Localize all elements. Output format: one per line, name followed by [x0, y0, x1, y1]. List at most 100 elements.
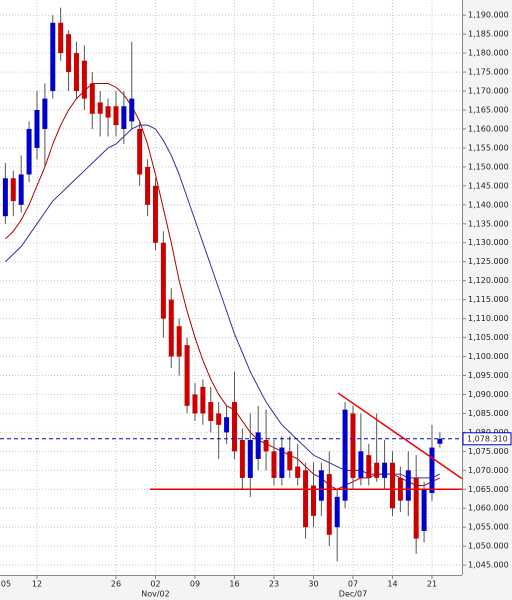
candle-body [192, 394, 198, 414]
candle-body [2, 178, 8, 217]
y-tick-label: 1,105.000 [468, 333, 509, 342]
candle-body [310, 485, 316, 516]
trend-line [337, 392, 463, 480]
y-tick-label: 1,115.000 [468, 295, 509, 304]
candle-body [208, 402, 214, 422]
y-tick-label: 1,150.000 [468, 162, 509, 171]
y-tick-label: 1,050.000 [468, 542, 509, 551]
y-tick-label: 1,170.000 [468, 87, 509, 96]
candle-body [184, 345, 190, 406]
candle-body [374, 462, 380, 478]
candle-body [342, 409, 348, 501]
candle-body [160, 242, 166, 319]
candle-body [405, 470, 411, 501]
candle-body [326, 474, 332, 535]
candle-body [216, 413, 222, 425]
candle-body [287, 451, 293, 471]
y-tick-label: 1,185.000 [468, 30, 509, 39]
candle-body [10, 178, 16, 202]
x-axis-panel [0, 575, 512, 600]
y-tick-label: 1,120.000 [468, 276, 509, 285]
candle-body [231, 402, 237, 452]
candle-body [42, 98, 48, 129]
candle-body [224, 417, 230, 433]
candle-body [358, 451, 364, 478]
candle-body [168, 299, 174, 357]
candle-body [295, 466, 301, 478]
candle-body [271, 451, 277, 478]
candle-body [437, 438, 443, 444]
candle-body [145, 166, 151, 205]
candle-body [239, 439, 245, 478]
candle-body [255, 432, 261, 459]
candle-body [318, 470, 324, 501]
candle-body [97, 102, 103, 114]
candle-body [389, 462, 395, 509]
candle-body [350, 413, 356, 478]
y-tick-label: 1,085.000 [468, 409, 509, 418]
y-tick-label: 1,090.000 [468, 390, 509, 399]
candle-body [18, 174, 24, 205]
candle-body [129, 98, 135, 122]
x-tick-label: 14 [387, 580, 397, 589]
candle-body [58, 22, 64, 54]
y-tick-label: 1,070.000 [468, 466, 509, 475]
candle-body [50, 22, 56, 92]
x-tick-label: 09 [190, 580, 200, 589]
candle-body [137, 128, 143, 175]
x-tick-label: 12 [32, 580, 42, 589]
x-tick-label: 02 [150, 580, 160, 589]
y-tick-label: 1,060.000 [468, 504, 509, 513]
y-tick-label: 1,190.000 [468, 11, 509, 20]
x-tick-label: 30 [308, 580, 318, 589]
candle-body [26, 128, 32, 175]
y-tick-label: 1,055.000 [468, 523, 509, 532]
candle-body [421, 489, 427, 532]
y-tick-label: 1,165.000 [468, 105, 509, 114]
candle-body [89, 83, 95, 114]
x-tick-label: 05 [1, 580, 11, 589]
y-tick-label: 1,125.000 [468, 257, 509, 266]
y-tick-label: 1,095.000 [468, 371, 509, 380]
candle-body [366, 455, 372, 478]
last-price-box [462, 432, 512, 446]
x-month-label: Nov/02 [141, 590, 170, 599]
candle-body [66, 34, 72, 73]
candle-body [334, 496, 340, 528]
y-tick-label: 1,180.000 [468, 49, 509, 58]
candle-body [382, 462, 388, 478]
last-price-label: 1,078.310 [467, 434, 508, 443]
candle-body [263, 439, 269, 452]
y-tick-label: 1,065.000 [468, 485, 509, 494]
y-tick-label: 1,100.000 [468, 352, 509, 361]
x-tick-label: 07 [348, 580, 358, 589]
candle-body [34, 109, 40, 148]
y-tick-label: 1,110.000 [468, 314, 509, 323]
x-tick-label: 23 [269, 580, 279, 589]
candle-body [105, 106, 111, 118]
x-tick-label: 16 [229, 580, 239, 589]
candle-body [81, 60, 87, 99]
candle-body [73, 53, 79, 92]
y-tick-label: 1,075.000 [468, 447, 509, 456]
candle-body [200, 386, 206, 414]
y-tick-label: 1,135.000 [468, 219, 509, 228]
y-tick-label: 1,155.000 [468, 143, 509, 152]
candle-body [413, 477, 419, 539]
candle-body [429, 447, 435, 494]
candle-body [279, 447, 285, 478]
candle-body [247, 439, 253, 478]
y-tick-label: 1,045.000 [468, 561, 509, 570]
y-tick-label: 1,160.000 [468, 124, 509, 133]
y-tick-label: 1,130.000 [468, 238, 509, 247]
x-month-label: Dec/07 [339, 590, 367, 599]
candle-body [303, 470, 309, 528]
x-tick-label: 21 [427, 580, 437, 589]
candle-body [121, 106, 127, 129]
y-axis-panel [462, 0, 512, 600]
x-tick-label: 26 [111, 580, 121, 589]
candle-body [113, 106, 119, 126]
candle-body [152, 185, 158, 243]
y-tick-label: 1,145.000 [468, 181, 509, 190]
